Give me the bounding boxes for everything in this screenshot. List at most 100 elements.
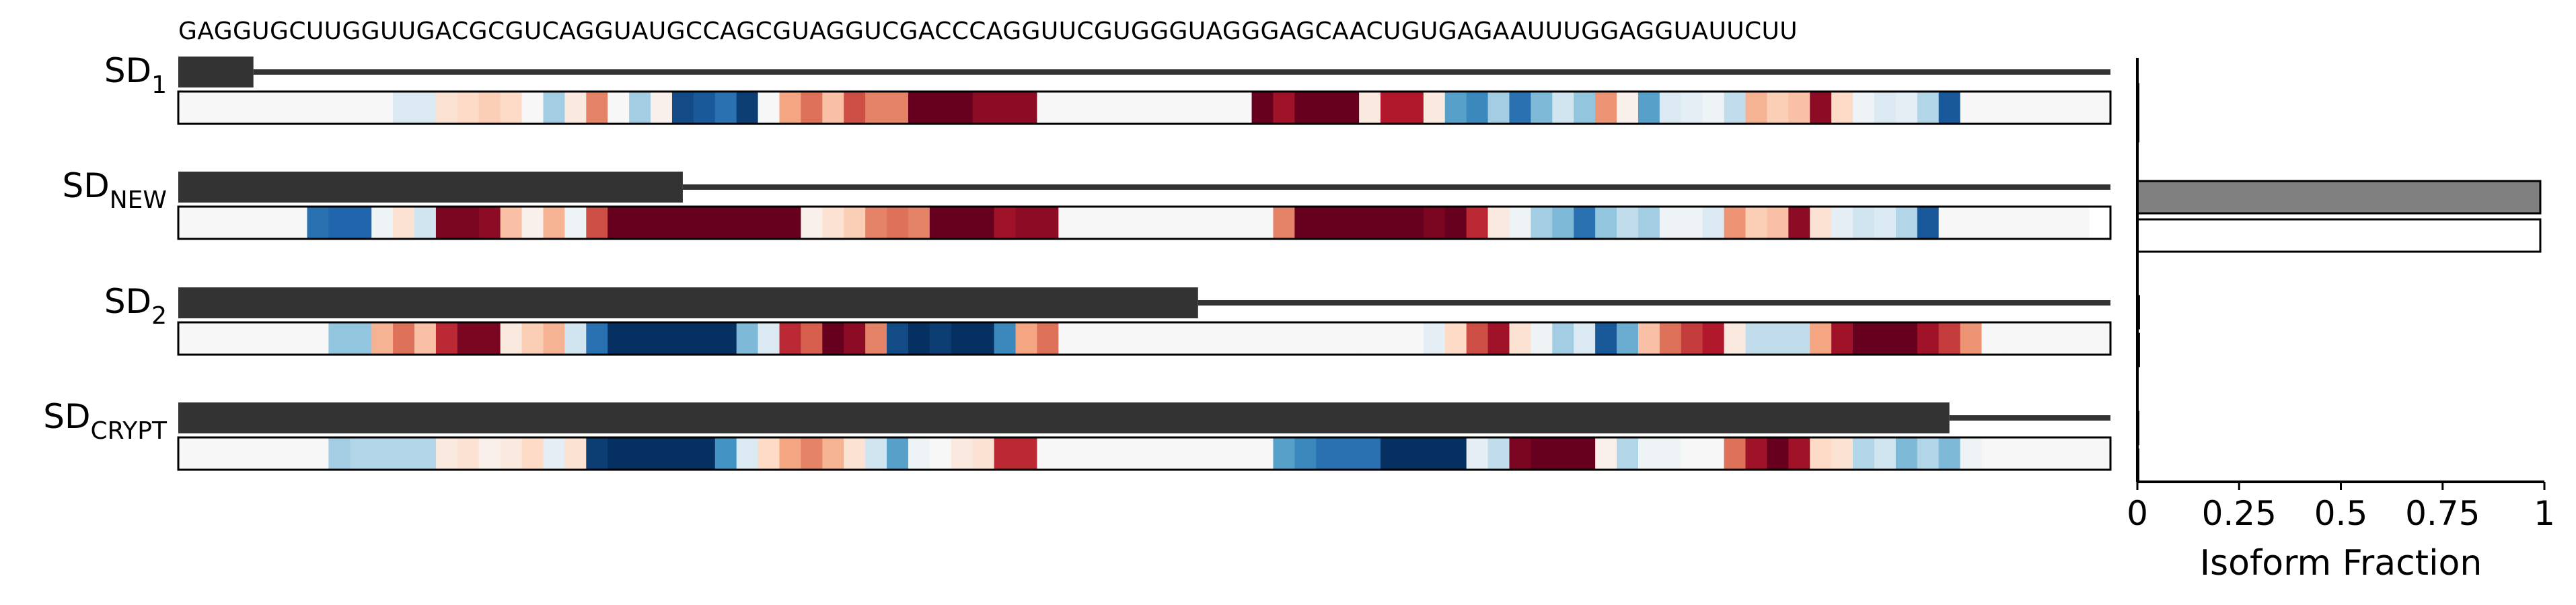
heat-cell xyxy=(908,92,930,124)
x-tick-label: 0.25 xyxy=(2202,494,2277,533)
heat-cell xyxy=(414,92,437,124)
heat-cell xyxy=(994,437,1017,470)
heat-cell xyxy=(564,92,587,124)
heat-cell xyxy=(586,92,608,124)
heat-cell xyxy=(758,437,780,470)
heat-cell xyxy=(1101,207,1124,239)
heat-cell xyxy=(1531,437,1553,470)
heat-cell xyxy=(221,322,244,355)
heat-cell xyxy=(994,207,1017,239)
heat-cell xyxy=(178,437,200,470)
heat-cell xyxy=(1359,207,1381,239)
heat-cell xyxy=(307,437,329,470)
heat-track xyxy=(178,322,2111,355)
heat-cell xyxy=(2003,207,2025,239)
heat-cell xyxy=(801,207,823,239)
heat-cell xyxy=(371,322,394,355)
heat-cell xyxy=(1251,437,1274,470)
heat-cell xyxy=(1917,207,1940,239)
heat-cell xyxy=(1187,437,1210,470)
heat-cell xyxy=(414,322,437,355)
heat-cell xyxy=(1788,437,1810,470)
heat-cell xyxy=(435,92,458,124)
heat-cell xyxy=(1251,92,1274,124)
heat-cell xyxy=(1702,92,1725,124)
heat-cell xyxy=(1080,92,1102,124)
heat-cell xyxy=(586,437,608,470)
heat-cell xyxy=(1316,437,1338,470)
heat-cell xyxy=(1337,437,1360,470)
heat-cell xyxy=(1724,322,1746,355)
heat-cell xyxy=(693,92,716,124)
heat-cell xyxy=(1230,437,1253,470)
heat-cell xyxy=(994,92,1017,124)
heat-cell xyxy=(651,92,673,124)
heat-cell xyxy=(951,92,973,124)
heat-cell xyxy=(1294,437,1317,470)
heat-cell xyxy=(500,437,523,470)
heat-cell xyxy=(844,322,866,355)
heat-cell xyxy=(1960,207,1983,239)
heat-track xyxy=(178,92,2111,124)
heat-cell xyxy=(994,322,1017,355)
heat-cell xyxy=(779,437,802,470)
heat-cell xyxy=(264,322,287,355)
heat-cell xyxy=(1617,437,1639,470)
heat-cell xyxy=(1423,322,1446,355)
heat-cell xyxy=(242,92,265,124)
heat-cell xyxy=(393,437,415,470)
heat-cell xyxy=(264,92,287,124)
exon-block xyxy=(178,172,683,203)
heat-cell xyxy=(328,437,351,470)
heat-cell xyxy=(1681,437,1703,470)
heat-cell xyxy=(2046,437,2068,470)
heat-cell xyxy=(865,322,887,355)
heat-cell xyxy=(199,207,222,239)
heat-cell xyxy=(1187,322,1210,355)
heat-cell xyxy=(693,207,716,239)
heat-cell xyxy=(908,322,930,355)
heat-cell xyxy=(543,437,565,470)
heat-cell xyxy=(1015,322,1038,355)
heat-cell xyxy=(350,207,372,239)
heat-cell xyxy=(1080,437,1102,470)
heat-cell xyxy=(264,437,287,470)
heat-cell xyxy=(1487,207,1510,239)
heat-cell xyxy=(543,322,565,355)
heat-cell xyxy=(929,92,952,124)
heat-cell xyxy=(651,437,673,470)
heat-cell xyxy=(1101,437,1124,470)
heat-cell xyxy=(371,92,394,124)
heat-cell xyxy=(1359,322,1381,355)
heat-cell xyxy=(178,207,200,239)
heat-cell xyxy=(1381,92,1403,124)
row-label-main: SD xyxy=(104,282,151,321)
heat-cell xyxy=(221,92,244,124)
heat-cell xyxy=(887,207,909,239)
heat-cell xyxy=(1466,92,1489,124)
x-tick-label: 1 xyxy=(2534,494,2555,533)
heat-cell xyxy=(2046,322,2068,355)
heat-cell xyxy=(521,437,544,470)
heat-cell xyxy=(714,437,737,470)
heat-cell xyxy=(1938,92,1961,124)
fraction-bar xyxy=(2136,180,2542,215)
heat-cell xyxy=(1165,92,1188,124)
heat-cell xyxy=(651,207,673,239)
heat-cell xyxy=(608,207,630,239)
heat-cell xyxy=(779,92,802,124)
heat-cell xyxy=(1681,322,1703,355)
heat-cell xyxy=(435,322,458,355)
heat-cell xyxy=(801,437,823,470)
heat-cell xyxy=(671,437,694,470)
heat-cell xyxy=(199,92,222,124)
heat-cell xyxy=(1487,437,1510,470)
heat-cell xyxy=(393,322,415,355)
isoform-row: SDNEW xyxy=(62,166,2112,240)
heat-cell xyxy=(457,437,480,470)
heat-cell xyxy=(242,322,265,355)
heat-cell xyxy=(1144,437,1167,470)
heat-cell xyxy=(1165,437,1188,470)
heat-cell xyxy=(1273,322,1295,355)
heat-cell xyxy=(307,322,329,355)
